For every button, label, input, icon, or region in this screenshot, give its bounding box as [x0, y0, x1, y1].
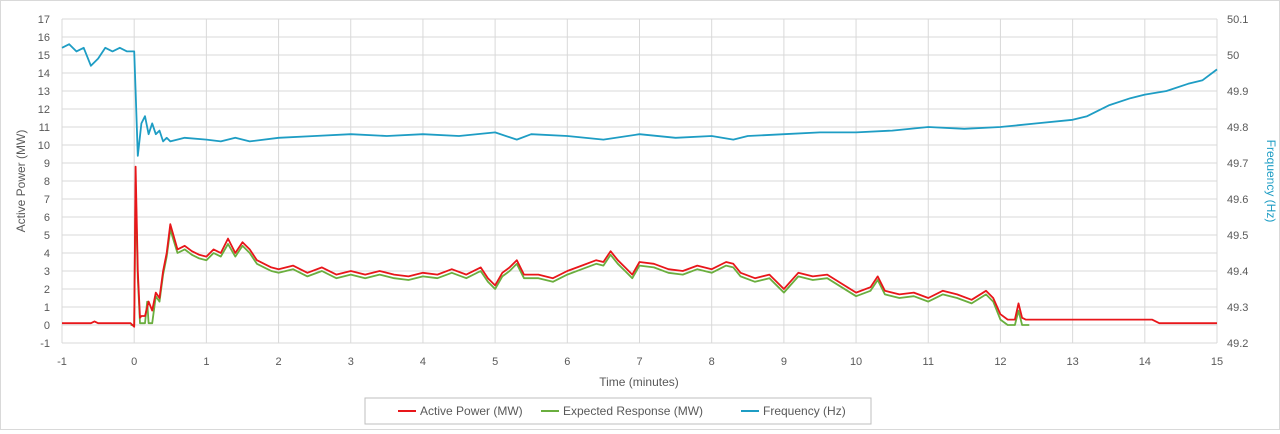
x-tick-label: 13 — [1067, 356, 1079, 368]
y-tick-label: 16 — [38, 32, 50, 44]
x-tick-label: 3 — [348, 356, 354, 368]
y-tick-label: -1 — [40, 338, 50, 350]
legend-box — [364, 397, 872, 425]
y2-axis-ticks: 49.2 49.3 49.4 49.5 49.6 49.7 49.8 49.9 50 50.1 — [1227, 14, 1248, 350]
y-tick-label: 4 — [44, 248, 50, 260]
y-tick-label: 13 — [38, 86, 50, 98]
x-tick-label: 9 — [781, 356, 787, 368]
y-tick-label: 7 — [44, 194, 50, 206]
y-tick-label: 12 — [38, 104, 50, 116]
x-tick-label: 14 — [1139, 356, 1151, 368]
x-tick-label: 4 — [420, 356, 426, 368]
x-tick-label: 2 — [276, 356, 282, 368]
x-tick-label: 5 — [492, 356, 498, 368]
y2-tick-label: 49.8 — [1227, 122, 1248, 134]
x-tick-label: 7 — [636, 356, 642, 368]
y-tick-label: 14 — [38, 68, 50, 80]
y-tick-label: 15 — [38, 50, 50, 62]
x-tick-label: -1 — [57, 356, 67, 368]
x-tick-label: 1 — [203, 356, 209, 368]
x-tick-label: 11 — [923, 356, 934, 368]
y-tick-label: 1 — [44, 302, 50, 314]
series-line-frequency-hz — [61, 43, 1218, 157]
y2-tick-label: 50 — [1227, 50, 1239, 62]
legend-entry: Active Power (MW) — [420, 404, 523, 418]
legend: Active Power (MW) Expected Response (MW) F… — [364, 397, 872, 425]
y2-tick-label: 49.5 — [1227, 230, 1248, 242]
x-axis-title: Time (minutes) — [599, 375, 679, 389]
y2-tick-label: 50.1 — [1227, 14, 1248, 26]
x-tick-label: 15 — [1211, 356, 1223, 368]
y-tick-label: 3 — [44, 266, 50, 278]
y-tick-label: 2 — [44, 284, 50, 296]
y-axis-title: Active Power (MW) — [14, 130, 28, 233]
y-tick-label: 5 — [44, 230, 50, 242]
y2-tick-label: 49.6 — [1227, 194, 1248, 206]
y-tick-label: 17 — [38, 14, 50, 26]
y-tick-label: 10 — [38, 140, 50, 152]
y2-axis-title: Frequency (Hz) — [1264, 140, 1278, 223]
y-tick-label: 8 — [44, 176, 50, 188]
y-tick-label: 0 — [44, 320, 50, 332]
x-tick-label: 6 — [564, 356, 570, 368]
y2-tick-label: 49.9 — [1227, 86, 1248, 98]
y2-tick-label: 49.3 — [1227, 302, 1248, 314]
series-line-active-power-mw — [62, 165, 1217, 328]
series-line-expected-response-mw — [130, 183, 1030, 326]
legend-entry: Expected Response (MW) — [563, 404, 703, 418]
x-axis-ticks: -1 0 1 2 3 4 5 6 7 8 9 10 11 12 13 14 15 — [57, 356, 1223, 368]
gridlines — [61, 18, 1218, 344]
y-tick-label: 9 — [44, 158, 50, 170]
x-tick-label: 8 — [709, 356, 715, 368]
y2-tick-label: 49.2 — [1227, 338, 1248, 350]
y2-tick-label: 49.4 — [1227, 266, 1248, 278]
y-tick-label: 11 — [39, 122, 50, 134]
series-lines — [61, 43, 1218, 328]
legend-entry: Frequency (Hz) — [763, 404, 846, 418]
x-tick-label: 12 — [994, 356, 1006, 368]
y2-tick-label: 49.7 — [1227, 158, 1248, 170]
x-tick-label: 10 — [850, 356, 862, 368]
x-tick-label: 0 — [131, 356, 137, 368]
y-tick-label: 6 — [44, 212, 50, 224]
